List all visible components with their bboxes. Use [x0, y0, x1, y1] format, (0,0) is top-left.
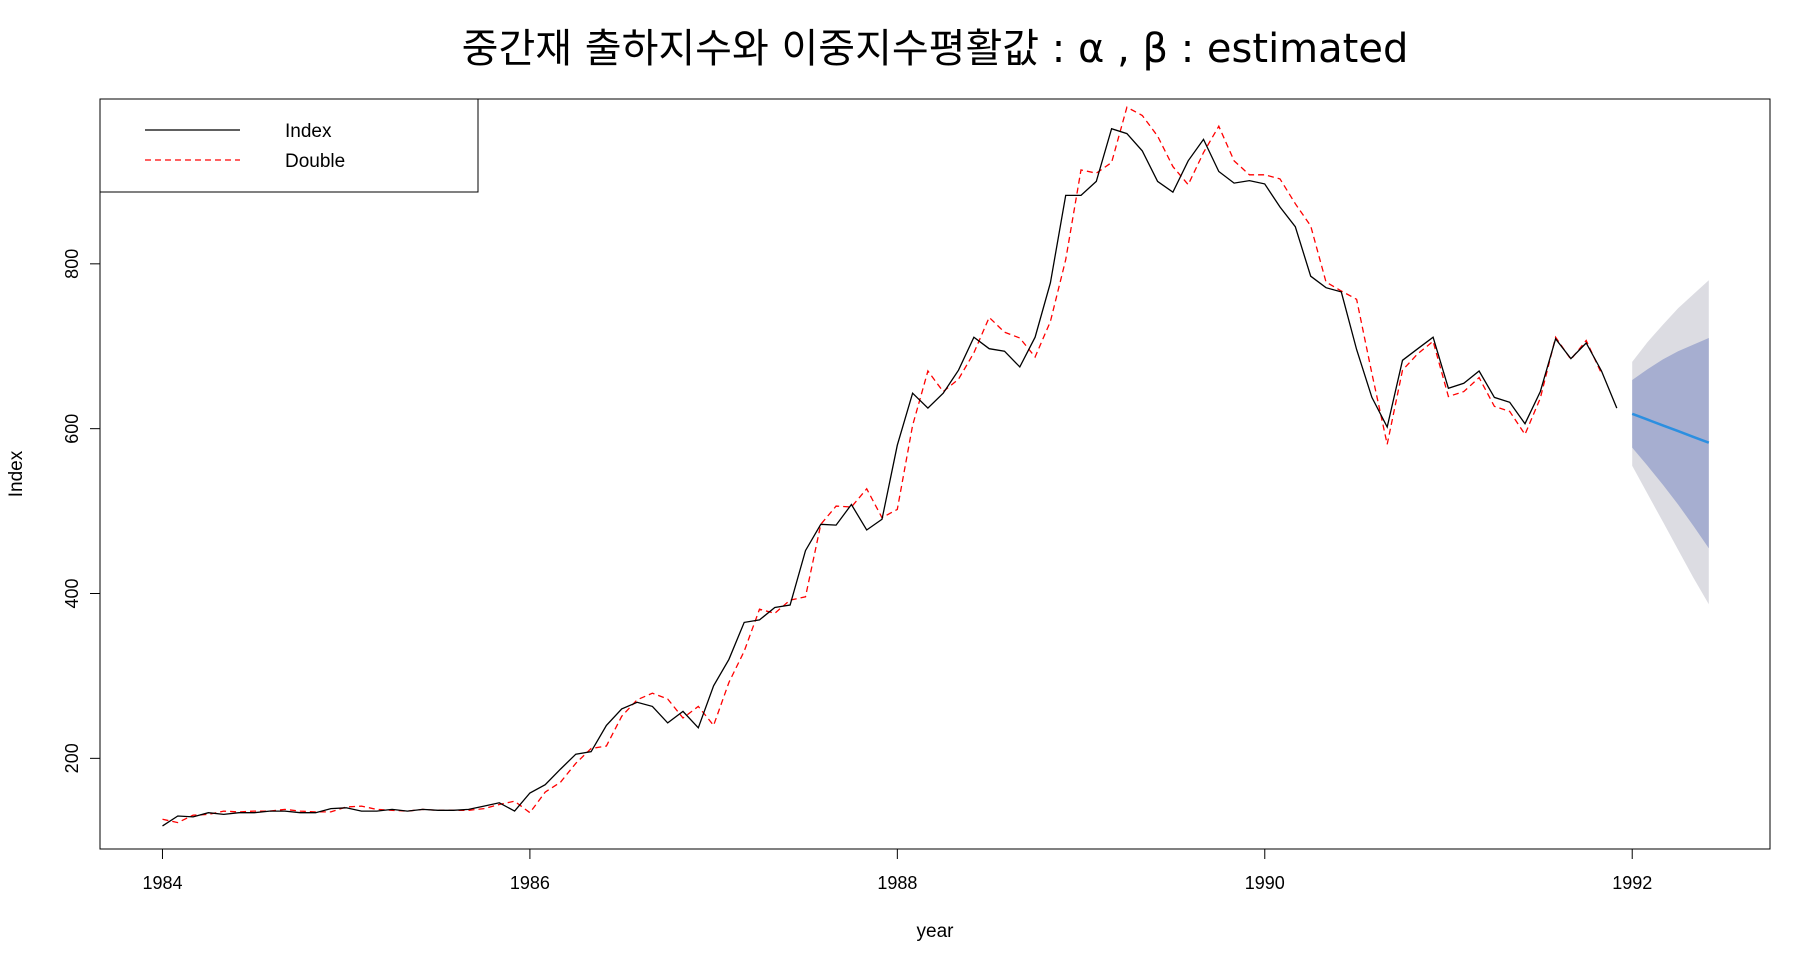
legend-label-index: Index — [285, 121, 332, 142]
legend-box — [99, 98, 479, 193]
forecast-mean-line — [1631, 412, 1710, 444]
x-axis-label: year — [917, 921, 955, 942]
x-tick-label: 1990 — [1245, 873, 1285, 893]
legend: Index Double — [99, 98, 479, 193]
x-tick-label: 1984 — [142, 873, 182, 893]
x-tick-label: 1992 — [1612, 873, 1652, 893]
x-axis: 1984 1986 1988 1990 1992 — [142, 848, 1652, 893]
y-tick-label: 600 — [62, 414, 82, 444]
y-axis: 200 400 600 800 — [62, 249, 101, 773]
series-line-index — [162, 127, 1618, 827]
series-line-double — [162, 106, 1603, 824]
forecast-bands — [1632, 280, 1709, 605]
series-lines — [162, 106, 1710, 827]
chart-title: 중간재 출하지수와 이중지수평활값 : α , β : estimated — [462, 26, 1409, 72]
legend-label-double: Double — [285, 151, 345, 172]
y-tick-label: 400 — [62, 578, 82, 608]
x-tick-label: 1988 — [877, 873, 917, 893]
x-tick-label: 1986 — [510, 873, 550, 893]
forecast-band-80 — [1632, 338, 1709, 549]
y-tick-label: 200 — [62, 743, 82, 773]
y-tick-label: 800 — [62, 249, 82, 279]
y-axis-label: Index — [6, 450, 27, 497]
plot-frame — [99, 98, 1771, 850]
